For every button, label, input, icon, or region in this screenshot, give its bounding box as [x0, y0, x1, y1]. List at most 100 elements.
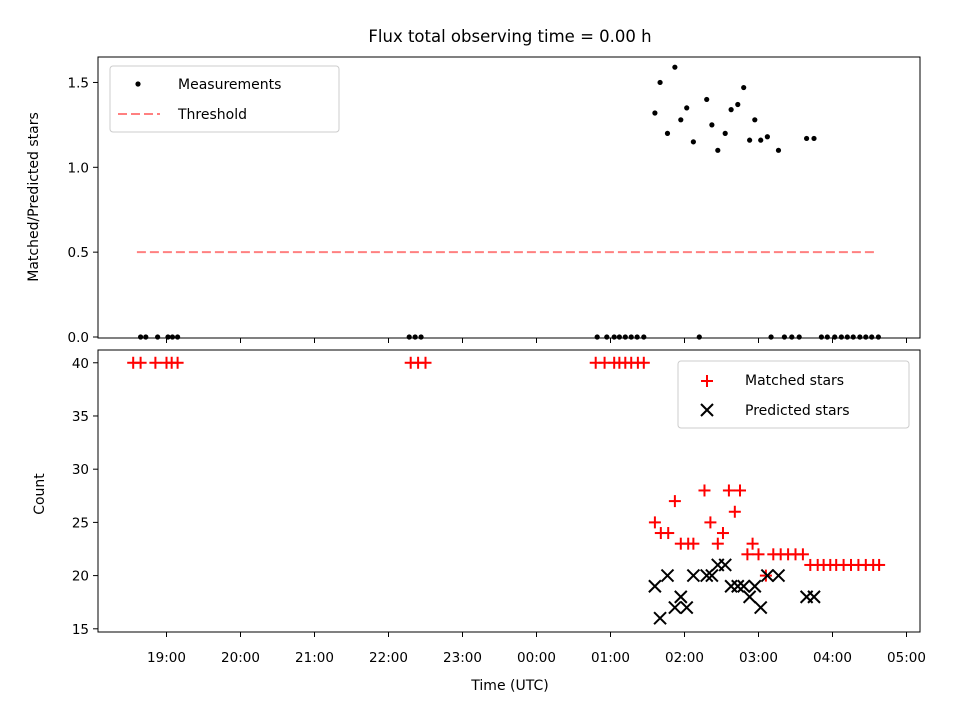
measurement-point [175, 334, 181, 340]
x-tick-label: 05:00 [887, 650, 926, 666]
measurement-point [155, 334, 161, 340]
measurement-point [857, 334, 863, 340]
matched-star-point [752, 548, 765, 561]
predicted-star-point [718, 558, 732, 572]
bottom-legend-box [677, 360, 910, 429]
measurement-point [747, 137, 753, 143]
x-axis-label: Time (UTC) [470, 678, 548, 694]
measurement-point [652, 110, 658, 116]
measurement-point [869, 334, 875, 340]
x-tick-label: 19:00 [147, 650, 186, 666]
x-tick-label: 21:00 [295, 650, 334, 666]
predicted-star-point [660, 568, 675, 583]
bottom-y-tick-label: 15 [72, 622, 89, 638]
measurement-point [796, 334, 802, 340]
matched-star-point [662, 527, 675, 540]
predicted-star-point [731, 579, 745, 593]
matched-star-point [734, 484, 746, 497]
matched-star-point [668, 495, 681, 508]
predicted-star-point [699, 568, 714, 583]
measurement-point [875, 334, 881, 340]
measurement-point [735, 101, 741, 108]
bottom-y-tick-label: 30 [72, 462, 89, 478]
bottom-y-tick-label: 40 [72, 356, 89, 372]
count-points [127, 356, 886, 625]
measurement-point [832, 334, 838, 340]
measurement-point [169, 334, 176, 340]
measurement-point [775, 147, 782, 153]
measurement-point [678, 117, 684, 123]
top-y-axis-label: Matched/Predicted stars [26, 112, 42, 282]
legend-measurements-marker [135, 81, 141, 87]
measurement-point [165, 334, 171, 340]
matched-star-point [796, 548, 809, 561]
measurement-point [664, 130, 671, 136]
measurement-point [628, 334, 634, 340]
predicted-star-point [807, 590, 821, 604]
x-tick-label: 20:00 [221, 650, 260, 666]
matched-star-point [741, 548, 754, 561]
chart-title: Flux total observing time = 0.00 h [368, 27, 651, 46]
predicted-star-point [754, 600, 768, 615]
x-tick-label: 03:00 [739, 650, 778, 666]
top-panel: 0.0 0.5 1.0 1.5 Matched/Predicted stars Mea… [26, 56, 921, 346]
top-y-ticks: 0.0 0.5 1.0 1.5 [68, 75, 98, 346]
matched-star-point [687, 537, 700, 550]
predicted-star-point [648, 579, 662, 593]
predicted-star-point [668, 600, 682, 615]
matched-star-point [637, 356, 650, 369]
top-x-ticks [166, 338, 907, 343]
x-tick-label: 04:00 [813, 650, 852, 666]
matched-star-point [711, 537, 724, 550]
predicted-star-point [760, 568, 775, 583]
x-tick-label: 01:00 [591, 650, 630, 666]
bottom-plot-frame [97, 349, 921, 633]
x-tick-label: 00:00 [517, 650, 556, 666]
x-tick-label: 23:00 [443, 650, 482, 666]
measurement-point [863, 334, 869, 340]
bottom-panel: 15 20 25 30 35 40 19:00 20:00 21:00 22:00 23:00 00… [32, 349, 926, 694]
measurement-point [781, 334, 788, 340]
measurement-point [789, 334, 795, 340]
measurement-point [844, 334, 850, 340]
legend-predicted-label: Predicted stars [745, 403, 850, 419]
measurement-point [672, 64, 678, 70]
measurement-point [641, 334, 647, 340]
legend-measurements-label: Measurements [178, 77, 281, 93]
predicted-star-point [771, 568, 786, 583]
top-legend-box [109, 65, 340, 133]
measurement-point [752, 117, 758, 123]
measurement-point [811, 135, 817, 142]
measurement-point [684, 105, 690, 111]
measurement-point [709, 122, 715, 128]
legend-matched-marker [701, 375, 713, 387]
matched-star-point [698, 484, 711, 497]
matched-star-point [149, 356, 162, 369]
measurement-point [611, 334, 617, 340]
legend-predicted-marker [700, 403, 714, 417]
bottom-y-ticks: 15 20 25 30 35 40 [72, 356, 98, 638]
predicted-star-point [680, 600, 694, 615]
matched-star-point [716, 527, 729, 540]
matched-star-point [704, 516, 717, 529]
predicted-star-point [748, 579, 762, 593]
top-plot-frame [97, 56, 921, 339]
measurement-point [850, 334, 856, 340]
top-y-tick-label: 1.0 [68, 160, 89, 176]
measurement-point [634, 334, 640, 340]
matched-star-point [873, 558, 886, 571]
measurement-point [741, 84, 747, 91]
measurement-point [604, 334, 610, 340]
legend-threshold-label: Threshold [177, 107, 247, 123]
top-y-tick-label: 0.0 [68, 330, 89, 346]
measurement-point [143, 334, 149, 340]
measurement-point [838, 334, 844, 340]
matched-star-point [171, 356, 184, 369]
predicted-star-point [653, 611, 667, 625]
matched-star-point [746, 537, 759, 550]
measurement-point [696, 334, 702, 340]
measurement-point [622, 334, 628, 340]
measurement-point [138, 334, 144, 340]
bottom-y-tick-label: 35 [72, 409, 89, 425]
